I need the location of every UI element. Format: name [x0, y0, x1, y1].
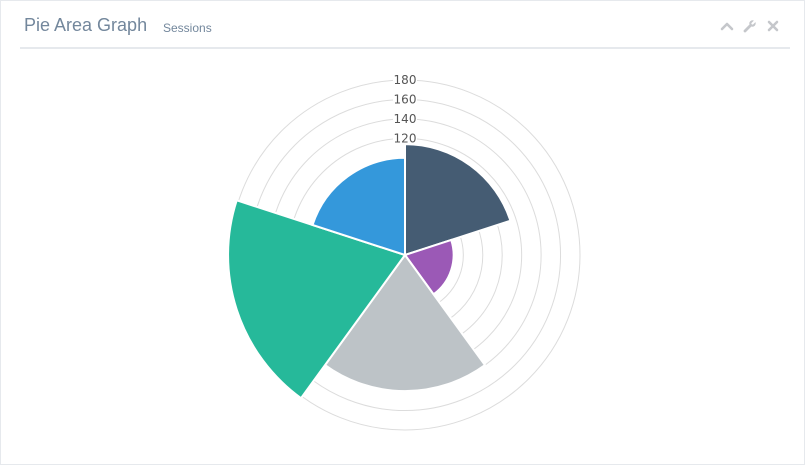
- panel-title: Pie Area Graph: [24, 15, 148, 35]
- panel-header: Pie Area Graph Sessions: [20, 1, 790, 49]
- r-tick-label: 160: [394, 92, 417, 106]
- chart-area: 120 140 160 180: [1, 51, 806, 466]
- chevron-up-icon[interactable]: [720, 19, 734, 33]
- tick-label-backdrop: [393, 73, 417, 86]
- slice-green[interactable]: [227, 199, 407, 400]
- tick-label-backdrop: [393, 111, 417, 125]
- tick-label-backdrop: [393, 92, 417, 106]
- polar-area-chart: 120 140 160 180: [227, 73, 581, 431]
- r-tick-label: 120: [394, 131, 417, 145]
- tick-label-backdrop: [393, 131, 417, 145]
- r-tick-label: 180: [394, 73, 417, 87]
- close-icon[interactable]: [766, 19, 780, 33]
- panel-subtitle: Sessions: [163, 21, 212, 35]
- slice-dark-slate[interactable]: [404, 143, 512, 257]
- r-tick-label: 140: [394, 112, 417, 126]
- panel-toolbox: [720, 19, 780, 33]
- slice-purple[interactable]: [403, 238, 455, 296]
- slice-gray[interactable]: [323, 253, 487, 393]
- wrench-icon[interactable]: [743, 19, 757, 33]
- slice-blue[interactable]: [311, 156, 406, 257]
